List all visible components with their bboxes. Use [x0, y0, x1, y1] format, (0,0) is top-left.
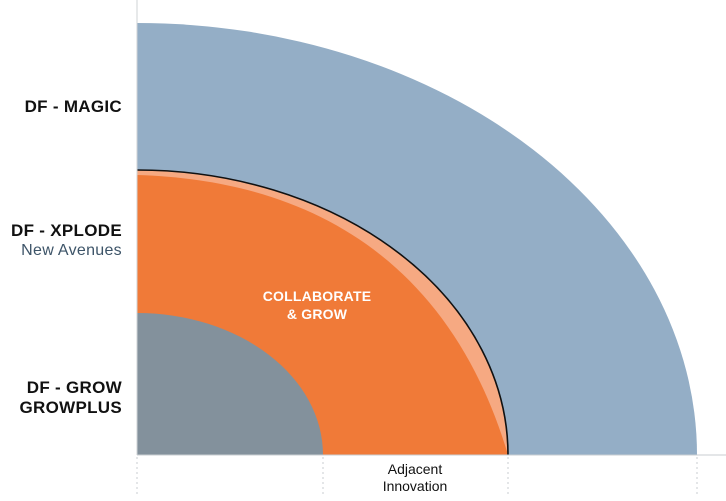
collaborate-grow-text: COLLABORATE & GROW [242, 287, 392, 323]
center-text-line1: COLLABORATE [262, 288, 372, 304]
label-magic: DF - MAGIC [25, 97, 122, 117]
axis-label-line2: Innovation [382, 478, 448, 494]
label-magic-title: DF - MAGIC [24, 97, 122, 116]
grow-region [137, 313, 323, 455]
label-xplode: DF - XPLODE New Avenues [11, 221, 122, 260]
axis-label: Adjacent Innovation [345, 461, 485, 495]
label-grow-subtitle: GROWPLUS [19, 398, 122, 417]
label-xplode-subtitle: New Avenues [21, 242, 122, 259]
xplode-outline [136, 169, 509, 456]
label-grow: DF - GROW GROWPLUS [19, 378, 122, 418]
label-grow-title: DF - GROW [26, 378, 122, 397]
axis-label-line1: Adjacent [387, 461, 443, 477]
label-xplode-title: DF - XPLODE [11, 221, 122, 240]
center-text-line2: & GROW [286, 306, 348, 322]
